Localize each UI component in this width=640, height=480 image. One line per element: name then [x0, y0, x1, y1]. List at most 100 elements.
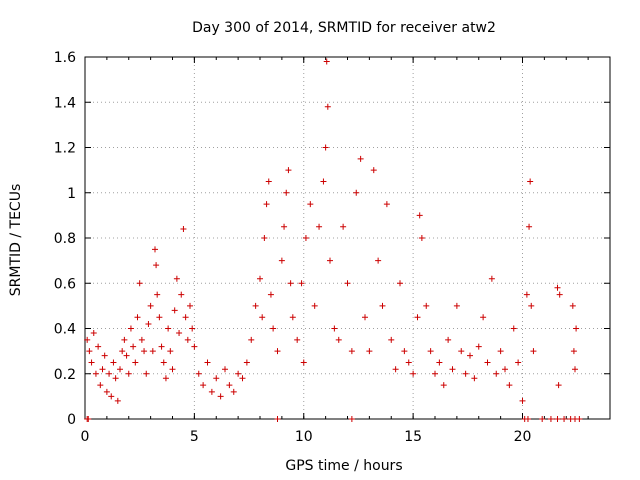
y-tick-label: 1.4: [54, 95, 76, 111]
data-point: [423, 302, 430, 309]
data-point: [453, 302, 460, 309]
x-tick-label: 5: [190, 429, 199, 445]
data-point: [307, 201, 314, 208]
data-point: [449, 366, 456, 373]
data-point: [84, 336, 91, 343]
x-axis-label: GPS time / hours: [285, 458, 402, 474]
data-point: [348, 348, 355, 355]
data-point: [436, 359, 443, 366]
data-point: [335, 336, 342, 343]
data-point: [108, 393, 115, 400]
data-point: [147, 302, 154, 309]
data-point: [324, 103, 331, 110]
data-point: [92, 370, 99, 377]
data-point: [248, 336, 255, 343]
data-point: [388, 336, 395, 343]
data-point: [576, 416, 583, 422]
data-point: [180, 225, 187, 232]
data-point: [524, 416, 531, 422]
data-point: [570, 348, 577, 355]
data-point: [278, 257, 285, 264]
data-point: [110, 359, 117, 366]
data-point: [405, 359, 412, 366]
data-point: [239, 375, 246, 382]
data-point: [510, 325, 517, 332]
data-point: [410, 370, 417, 377]
data-point: [257, 275, 263, 282]
data-point: [440, 382, 447, 389]
data-point: [274, 416, 281, 422]
y-axis-label: SRMTID / TECUs: [8, 184, 24, 297]
data-point: [414, 314, 421, 321]
data-point: [165, 325, 172, 332]
data-point: [298, 280, 305, 287]
data-point: [432, 370, 438, 377]
data-point: [141, 348, 148, 355]
data-point: [471, 375, 478, 382]
data-point: [143, 370, 150, 377]
axis-ticks: 0 5 10 15 20 0 0.2 0.4 0.6 0.8 1 1.2 1.4 1.6: [54, 50, 611, 445]
data-point: [154, 291, 161, 298]
data-point: [467, 352, 473, 359]
data-point: [484, 359, 491, 366]
data-point: [302, 235, 309, 241]
y-tick-label: 0.2: [54, 367, 76, 383]
data-point: [320, 178, 327, 185]
data-point: [530, 348, 537, 355]
y-tick-label: 1: [67, 186, 76, 202]
data-point: [85, 416, 92, 422]
data-point: [462, 370, 469, 377]
data-point: [208, 388, 215, 395]
y-tick-label: 0.6: [54, 276, 76, 292]
data-point: [90, 330, 97, 337]
data-point: [101, 352, 108, 359]
data-point: [285, 167, 292, 174]
data-point: [353, 189, 360, 196]
data-point: [445, 336, 452, 343]
data-point: [397, 280, 403, 287]
data-point: [127, 325, 134, 332]
data-point: [379, 302, 386, 309]
data-point: [149, 348, 156, 355]
data-point: [138, 336, 145, 343]
data-point: [153, 262, 160, 269]
data-point: [171, 307, 178, 314]
data-point: [158, 343, 165, 350]
data-point: [226, 382, 233, 389]
data-point: [263, 201, 270, 208]
data-point: [97, 382, 104, 389]
data-point: [375, 257, 382, 264]
data-point: [99, 366, 106, 373]
data-point: [556, 291, 563, 298]
data-point: [547, 416, 554, 422]
data-points: [84, 58, 583, 422]
data-point: [554, 284, 561, 291]
data-point: [121, 336, 128, 343]
data-point: [401, 348, 408, 355]
data-point: [86, 348, 93, 355]
data-point: [125, 370, 132, 377]
data-point: [392, 366, 399, 373]
data-point: [569, 302, 576, 309]
data-point: [294, 336, 301, 343]
data-point: [160, 359, 167, 366]
data-point: [261, 235, 268, 241]
x-tick-label: 20: [514, 429, 532, 445]
data-point: [130, 343, 137, 350]
data-point: [176, 330, 183, 337]
data-point: [289, 314, 296, 321]
y-tick-label: 1.2: [54, 141, 76, 157]
data-point: [191, 343, 198, 350]
data-point: [523, 291, 530, 298]
data-point: [173, 275, 180, 282]
data-point: [106, 370, 113, 377]
data-point: [519, 397, 526, 404]
data-point: [132, 359, 139, 366]
data-point: [213, 375, 220, 382]
x-tick-label: 0: [81, 429, 90, 445]
data-point: [416, 212, 423, 219]
y-tick-label: 0.4: [54, 322, 76, 338]
data-point: [267, 291, 274, 298]
data-point: [114, 397, 121, 404]
